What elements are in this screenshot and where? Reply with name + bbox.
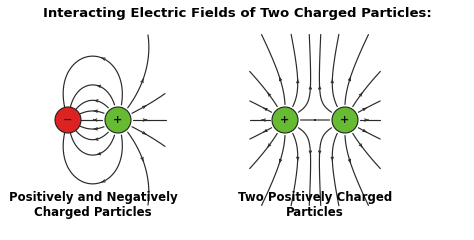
Text: +: + xyxy=(281,115,290,125)
Circle shape xyxy=(55,107,81,133)
Text: Positively and Negatively
Charged Particles: Positively and Negatively Charged Partic… xyxy=(9,191,177,219)
Text: −: − xyxy=(64,115,73,125)
Text: +: + xyxy=(113,115,123,125)
Text: +: + xyxy=(340,115,350,125)
Text: Two Positively Charged
Particles: Two Positively Charged Particles xyxy=(238,191,392,219)
Circle shape xyxy=(332,107,358,133)
Circle shape xyxy=(272,107,298,133)
Circle shape xyxy=(105,107,131,133)
Text: Interacting Electric Fields of Two Charged Particles:: Interacting Electric Fields of Two Charg… xyxy=(43,7,431,20)
